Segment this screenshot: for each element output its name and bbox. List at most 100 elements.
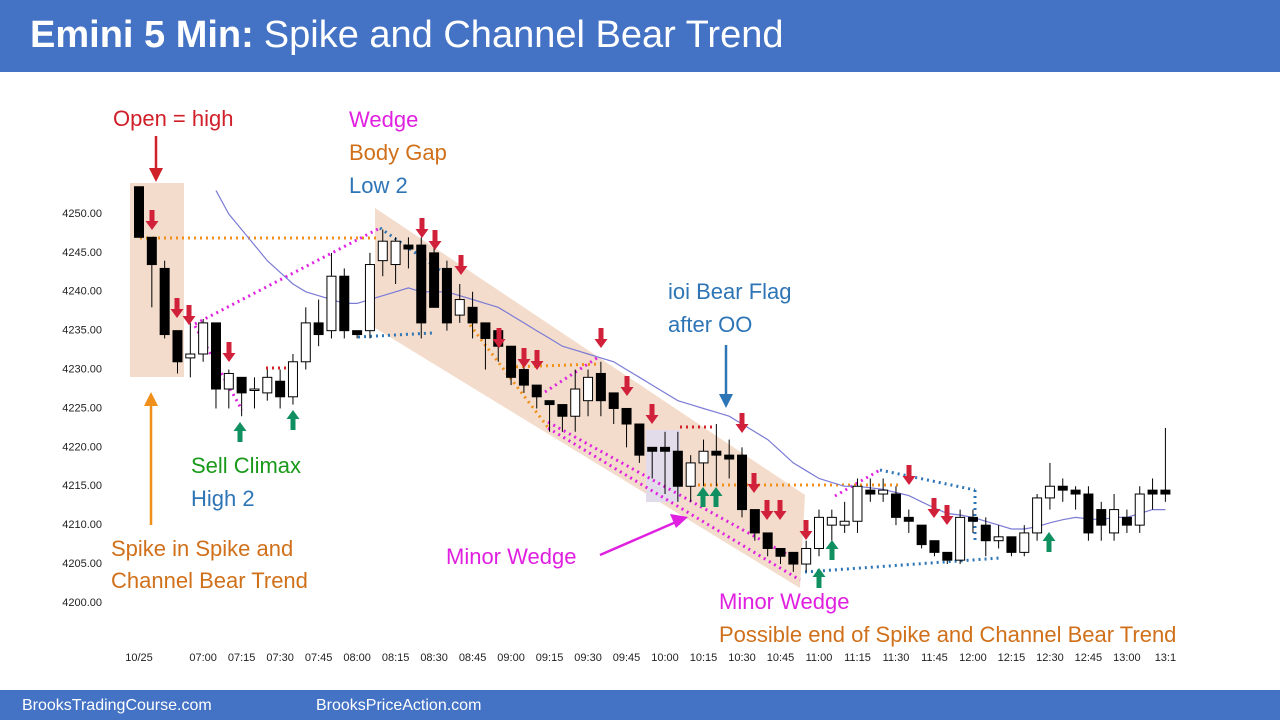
candle-body [570,388,581,417]
x-tick-label: 12:45 [1075,652,1103,664]
candle-body [339,275,350,332]
candle-body [1160,489,1171,495]
candle-body [942,551,953,561]
y-tick-label: 4200.00 [62,597,102,609]
candle-body [839,520,850,526]
candle-body [134,186,144,238]
x-tick-label: 07:00 [189,652,217,664]
y-tick-label: 4235.00 [62,325,102,337]
candle-body [1147,489,1158,495]
annotation: Possible end of Spike and Channel Bear T… [719,622,1176,647]
candle-body [454,299,465,316]
candle-body [711,450,722,456]
x-tick-label: 07:30 [266,652,294,664]
annotation: ioi Bear Flag [668,279,792,304]
buy-signal-arrow [825,540,839,560]
x-tick-label: 09:15 [536,652,564,664]
title: Emini 5 Min: Spike and Channel Bear Trend [30,14,783,56]
y-tick-label: 4220.00 [62,441,102,453]
annotation: High 2 [191,486,255,511]
x-tick-label: 13:00 [1113,652,1141,664]
x-tick-label: 11:30 [883,652,910,664]
candle-body [993,536,1004,542]
candle-body [403,244,414,250]
candle-body [198,322,209,355]
candle-body [1044,485,1055,499]
signal-arrows [145,210,1056,588]
sell-signal-arrow [760,500,774,520]
candle-body [326,275,337,332]
candle-body [685,462,696,487]
candle-body [967,516,978,522]
candle-body [737,454,748,511]
x-tick-label: 07:15 [228,652,256,664]
y-tick-label: 4245.00 [62,247,102,259]
candle-body [621,407,632,425]
candle-body [878,489,889,495]
candle-body [506,345,517,378]
x-tick-label: 09:45 [613,652,641,664]
x-tick-label: 10:15 [690,652,718,664]
x-tick-label: 10:00 [651,652,679,664]
candle-body [647,446,658,452]
buy-signal-arrow [812,568,826,588]
dotted-line [879,468,976,492]
dotted-line [547,420,791,558]
annotation: Channel Bear Trend [111,568,308,593]
annotation: Low 2 [349,173,408,198]
annotation: after OO [668,312,752,337]
candle-body [1070,489,1081,495]
candle-body [429,252,440,308]
candle-body [467,306,478,324]
candle-body [1134,493,1145,526]
dotted-line [194,226,381,326]
y-tick-label: 4210.00 [62,519,102,531]
candle-body [531,384,542,398]
sell-signal-arrow [182,305,196,325]
sell-signal-arrow [902,465,916,485]
candle-body [1019,532,1030,553]
candle-body [416,244,427,324]
candle-body [557,404,568,417]
candle-body [634,423,645,456]
annotation: Open = high [113,106,233,131]
candle-body [724,454,735,460]
y-tick-label: 4230.00 [62,363,102,375]
candle-body [788,551,799,565]
candle-body [852,485,863,522]
candle-body [262,376,273,394]
annotation: Spike in Spike and [111,536,293,561]
candle-body [865,489,876,495]
sell-signal-arrow [145,210,159,230]
callout-arrowhead [144,392,158,406]
x-tick-label: 12:30 [1036,652,1064,664]
candle-body [1109,509,1120,534]
y-tick-label: 4240.00 [62,286,102,298]
x-tick-label: 11:45 [921,652,948,664]
candle-body [236,376,247,394]
candle-body [903,516,914,522]
candle-body [672,450,683,487]
candle-body [1121,516,1132,526]
x-tick-label: 12:15 [998,652,1026,664]
sell-signal-arrow [170,298,184,318]
x-tick-label: 08:00 [343,652,371,664]
candle-body [1057,485,1068,491]
candle-body [916,524,927,546]
callout-arrowhead [149,168,163,182]
sell-signal-arrow [415,218,429,238]
candle-body [749,509,760,534]
sell-signal-arrow [428,230,442,250]
candle-body [275,380,286,398]
candle-body [813,516,824,549]
annotation: Wedge [349,107,418,132]
buy-signal-arrow [1042,532,1056,552]
candle-body [1083,493,1094,534]
x-tick-label: 08:15 [382,652,410,664]
candle-body [377,240,388,262]
buy-signal-arrow [286,410,300,430]
sell-signal-arrow [530,350,544,370]
candle-body [364,264,375,332]
sell-signal-arrow [594,328,608,348]
candle-body [826,516,837,526]
